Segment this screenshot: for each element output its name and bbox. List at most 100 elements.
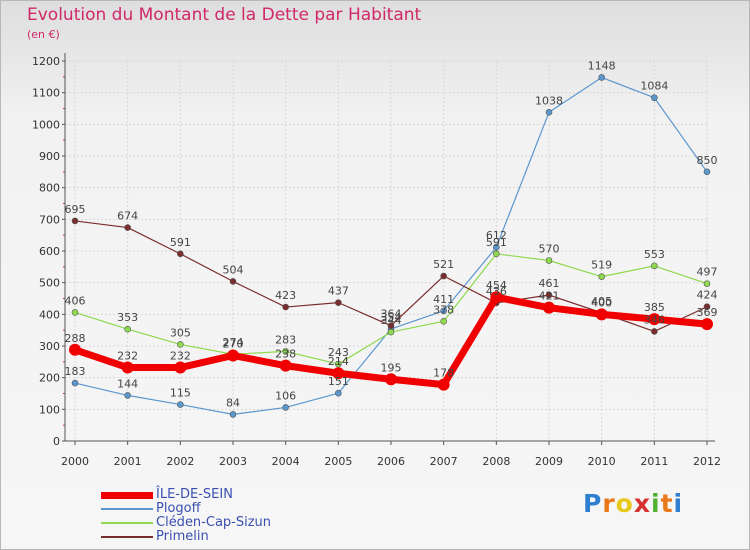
data-label: 406 — [65, 294, 86, 307]
x-tick-label: 2005 — [324, 455, 352, 468]
data-point — [71, 217, 79, 225]
data-point — [335, 299, 342, 306]
data-point — [124, 392, 131, 399]
legend-label: ÎLE-DE-SEIN — [156, 487, 233, 502]
data-label: 214 — [328, 355, 349, 368]
data-label: 354 — [381, 311, 402, 324]
data-label: 115 — [170, 387, 191, 400]
data-point — [177, 341, 184, 348]
data-point — [545, 257, 553, 264]
data-point — [69, 343, 81, 356]
data-point — [227, 349, 239, 362]
y-tick-label: 400 — [39, 308, 60, 321]
data-point — [703, 280, 711, 287]
data-point — [648, 313, 661, 326]
data-label: 243 — [328, 346, 349, 359]
data-point — [598, 74, 605, 81]
data-point — [701, 318, 713, 331]
data-label: 288 — [65, 332, 86, 345]
y-tick-label: 1000 — [32, 118, 60, 131]
x-tick-label: 2012 — [693, 455, 721, 468]
data-label: 400 — [591, 296, 612, 309]
data-label: 405 — [591, 295, 612, 308]
brand-logo: Proxiti — [583, 489, 683, 518]
data-point — [229, 411, 237, 418]
data-label: 411 — [433, 293, 454, 306]
x-tick-label: 2004 — [272, 455, 300, 468]
data-point — [545, 109, 553, 116]
x-tick-label: 2007 — [430, 455, 458, 468]
data-label: 424 — [697, 289, 718, 302]
data-point — [387, 328, 395, 336]
data-point — [335, 360, 342, 368]
data-point — [440, 307, 447, 315]
data-label: 151 — [328, 375, 349, 388]
data-labels: 288 232 232 270 238 214 195 178 454 421 400 385 369 1… — [65, 59, 718, 409]
data-point — [174, 361, 187, 374]
y-tick-label: 700 — [39, 213, 60, 226]
brand-letter: i — [651, 489, 661, 518]
data-label: 570 — [539, 243, 560, 256]
data-label: 364 — [381, 308, 402, 321]
chart-subtitle: (en €) — [27, 28, 60, 41]
data-point — [282, 404, 289, 411]
legend-swatch — [101, 536, 153, 538]
data-point — [651, 262, 658, 270]
data-point — [703, 168, 711, 176]
data-label: 421 — [539, 290, 560, 303]
data-label: 695 — [65, 203, 86, 216]
x-tick-label: 2003 — [219, 455, 247, 468]
data-label: 591 — [486, 236, 507, 249]
data-label: 437 — [328, 285, 349, 298]
data-point — [282, 303, 289, 311]
data-point — [332, 367, 345, 380]
data-point — [595, 308, 608, 321]
data-label: 1148 — [588, 59, 616, 72]
data-label: 504 — [223, 263, 244, 276]
data-label: 423 — [275, 289, 296, 302]
data-point — [440, 272, 447, 280]
y-tick-label: 100 — [39, 403, 60, 416]
data-label: 283 — [275, 333, 296, 346]
data-label: 591 — [170, 236, 191, 249]
data-point — [598, 273, 605, 280]
legend-swatch — [101, 522, 153, 524]
legend-label: Cléden-Cap-Sizun — [156, 515, 272, 530]
chart-title: Evolution du Montant de la Dette par Hab… — [27, 5, 422, 25]
x-tick-label: 2009 — [535, 455, 563, 468]
y-tick-label: 200 — [39, 372, 60, 385]
data-point — [440, 317, 447, 325]
data-label: 84 — [226, 396, 240, 409]
data-point — [387, 322, 395, 330]
data-label: 1084 — [640, 80, 668, 93]
brand-letter: x — [633, 489, 651, 518]
series — [69, 74, 713, 418]
data-label: 344 — [381, 314, 402, 327]
data-point — [651, 94, 658, 102]
data-label: 497 — [697, 266, 718, 279]
data-point — [543, 301, 555, 314]
data-label: 850 — [697, 154, 718, 167]
legend-swatch — [101, 492, 153, 499]
x-tick-label: 2006 — [377, 455, 405, 468]
data-label: 353 — [117, 311, 138, 324]
data-label: 521 — [433, 258, 454, 271]
data-label: 144 — [117, 377, 138, 390]
data-label: 232 — [170, 350, 191, 363]
data-label: 674 — [117, 210, 138, 223]
data-point — [124, 325, 131, 333]
brand-letter: r — [602, 489, 616, 518]
data-point — [493, 250, 500, 258]
data-label: 385 — [644, 301, 665, 314]
x-tick-label: 2011 — [640, 455, 668, 468]
brand-letter: i — [673, 489, 684, 518]
data-label: 553 — [644, 248, 665, 261]
data-point — [177, 401, 184, 408]
y-tick-label: 1200 — [32, 55, 60, 68]
grid — [65, 60, 708, 441]
data-label: 369 — [697, 306, 718, 319]
data-point — [651, 328, 658, 335]
legend-swatch — [101, 508, 153, 510]
y-tick-label: 600 — [39, 245, 60, 258]
